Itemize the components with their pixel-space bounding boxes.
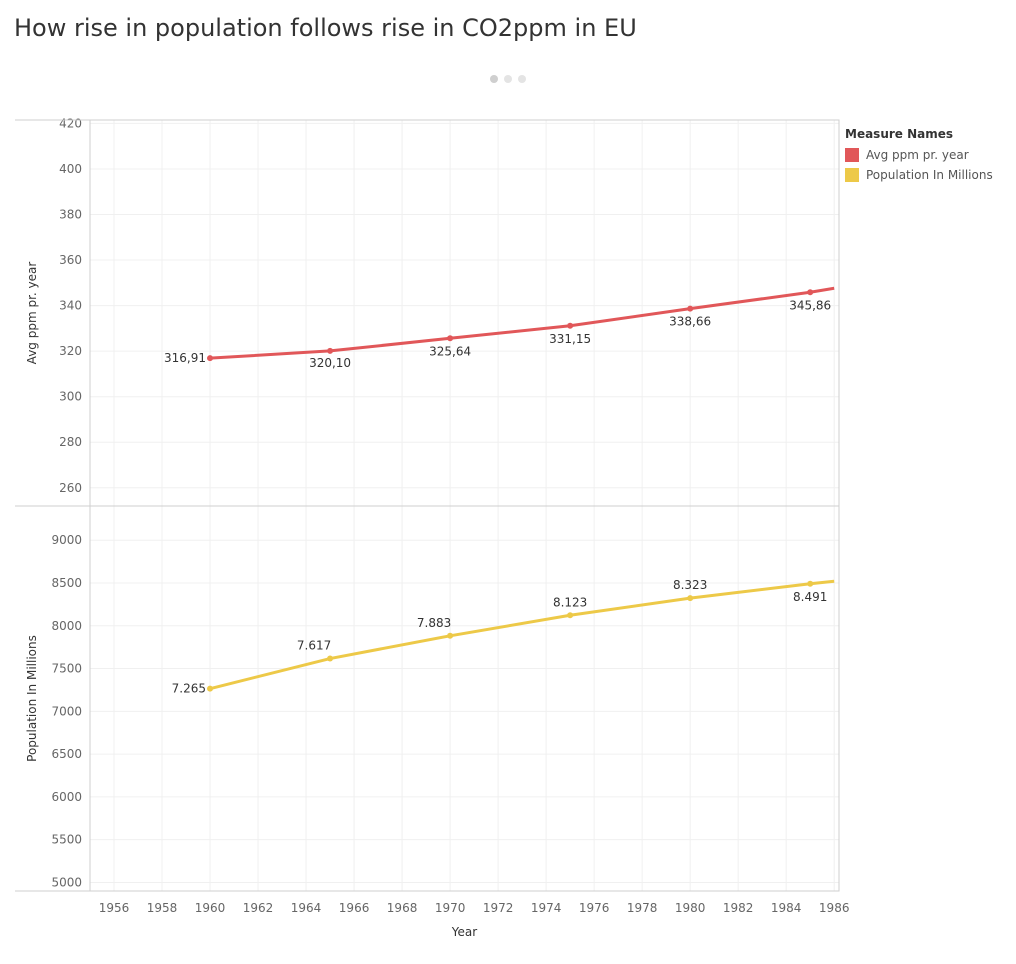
series-line [209, 286, 835, 360]
data-point [207, 355, 214, 362]
data-label: 7.883 [417, 616, 451, 630]
y-tick-label: 420 [59, 116, 82, 130]
data-point [567, 612, 574, 619]
y-tick-label: 300 [59, 390, 82, 404]
page-dot-2[interactable] [504, 75, 512, 83]
x-tick-label: 1976 [579, 901, 610, 915]
y-tick-label: 400 [59, 162, 82, 176]
y-axis-title: Population In Millions [25, 635, 39, 762]
data-label: 345,86 [789, 298, 831, 312]
y-tick-label: 9000 [51, 533, 82, 547]
y-tick-label: 340 [59, 299, 82, 313]
data-label: 7.265 [172, 682, 206, 696]
x-tick-label: 1974 [531, 901, 562, 915]
y-tick-label: 5500 [51, 833, 82, 847]
legend-swatch-population [845, 168, 859, 182]
page-dot-3[interactable] [518, 75, 526, 83]
data-point [807, 289, 814, 296]
y-tick-label: 380 [59, 208, 82, 222]
y-tick-label: 6500 [51, 747, 82, 761]
y-tick-label: 8000 [51, 619, 82, 633]
x-tick-label: 1966 [339, 901, 370, 915]
panel-frame [89, 119, 840, 507]
legend-item-population[interactable]: Population In Millions [845, 165, 993, 185]
x-tick-label: 1982 [723, 901, 754, 915]
x-tick-label: 1962 [243, 901, 274, 915]
y-tick-label: 280 [59, 435, 82, 449]
data-point [447, 632, 454, 639]
data-label: 8.491 [793, 590, 827, 604]
data-point [687, 595, 694, 602]
x-tick-label: 1980 [675, 901, 706, 915]
data-point [687, 305, 694, 312]
data-label: 316,91 [164, 351, 206, 365]
data-label: 325,64 [429, 344, 471, 358]
x-tick-label: 1978 [627, 901, 658, 915]
y-tick-label: 6000 [51, 790, 82, 804]
y-tick-label: 8500 [51, 576, 82, 590]
legend-label-population: Population In Millions [866, 168, 993, 182]
y-tick-label: 7000 [51, 704, 82, 718]
legend-item-avg-ppm[interactable]: Avg ppm pr. year [845, 145, 993, 165]
x-tick-label: 1960 [195, 901, 226, 915]
data-label: 320,10 [309, 356, 351, 370]
data-point [567, 322, 574, 329]
data-label: 8.323 [673, 578, 707, 592]
page-dot-1[interactable] [490, 75, 498, 83]
y-tick-label: 360 [59, 253, 82, 267]
legend-swatch-avg-ppm [845, 148, 859, 162]
series-line [209, 579, 835, 691]
x-tick-label: 1968 [387, 901, 418, 915]
y-tick-label: 7500 [51, 662, 82, 676]
data-point [327, 347, 334, 354]
legend-label-avg-ppm: Avg ppm pr. year [866, 148, 969, 162]
x-tick-label: 1964 [291, 901, 322, 915]
y-tick-label: 320 [59, 344, 82, 358]
legend: Measure Names Avg ppm pr. year Populatio… [845, 127, 993, 185]
data-label: 338,66 [669, 315, 711, 329]
data-point [807, 580, 814, 587]
page-indicator[interactable] [490, 75, 526, 83]
x-tick-label: 1956 [99, 901, 130, 915]
data-point [207, 685, 214, 692]
panel-frame [89, 505, 840, 892]
legend-title: Measure Names [845, 127, 954, 141]
x-axis-title: Year [451, 925, 477, 939]
data-point [327, 655, 334, 662]
y-tick-label: 5000 [51, 875, 82, 889]
data-point [447, 335, 454, 342]
x-tick-label: 1972 [483, 901, 514, 915]
x-tick-label: 1958 [147, 901, 178, 915]
y-tick-label: 260 [59, 481, 82, 495]
x-tick-label: 1970 [435, 901, 466, 915]
x-tick-label: 1984 [771, 901, 802, 915]
y-axis-title: Avg ppm pr. year [25, 262, 39, 365]
chart-title: How rise in population follows rise in C… [14, 14, 637, 42]
data-label: 8.123 [553, 595, 587, 609]
x-tick-label: 1986 [819, 901, 850, 915]
data-label: 331,15 [549, 332, 591, 346]
data-label: 7.617 [297, 639, 331, 653]
